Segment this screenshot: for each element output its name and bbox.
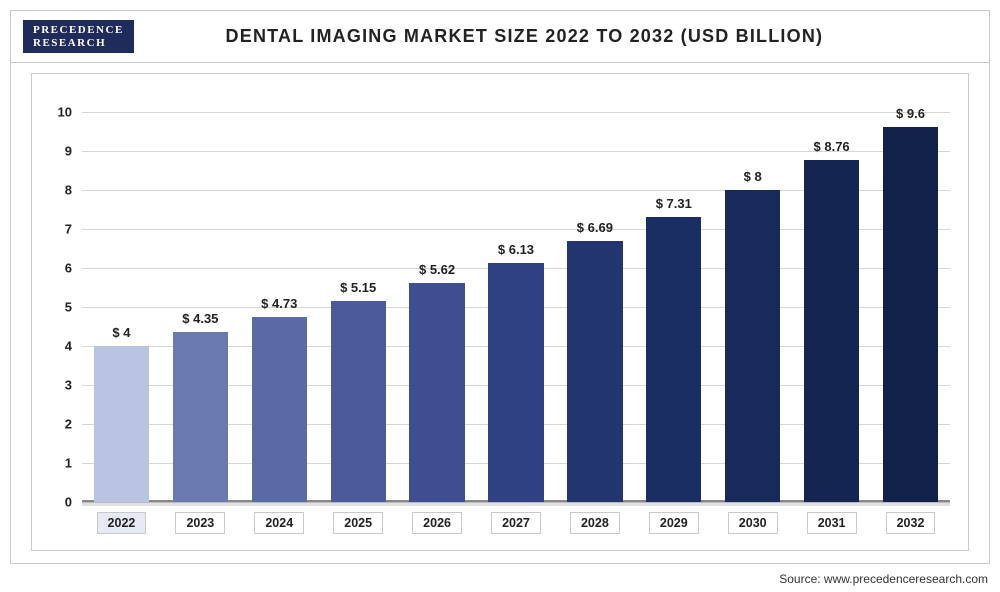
logo-line2: RESEARCH <box>33 37 124 50</box>
bar: $ 4.73 <box>252 317 307 502</box>
bar-slot: $ 4.35 <box>161 92 240 502</box>
x-tick-label: 2024 <box>254 512 304 534</box>
bar: $ 9.6 <box>883 127 938 502</box>
x-tick-label: 2022 <box>97 512 147 534</box>
x-label-slot: 2025 <box>319 512 398 534</box>
y-tick-label: 0 <box>32 495 72 510</box>
x-label-slot: 2024 <box>240 512 319 534</box>
x-labels-container: 2022 2023 2024 2025 2026 2027 2028 2029 2030 2031… <box>82 502 950 550</box>
x-label-slot: 2031 <box>792 512 871 534</box>
bar: $ 6.13 <box>488 263 543 502</box>
y-tick-label: 2 <box>32 416 72 431</box>
bar-slot: $ 4 <box>82 92 161 502</box>
y-tick-label: 9 <box>32 143 72 158</box>
x-tick-label: 2031 <box>807 512 857 534</box>
bar-slot: $ 9.6 <box>871 92 950 502</box>
bars-container: $ 4 $ 4.35 $ 4.73 $ 5.15 $ 5.62 $ 6.13 $ 6.69 $… <box>82 92 950 502</box>
bar-slot: $ 6.13 <box>477 92 556 502</box>
bar: $ 5.15 <box>331 301 386 502</box>
bar-slot: $ 5.15 <box>319 92 398 502</box>
header-row: PRECEDENCE RESEARCH DENTAL IMAGING MARKE… <box>11 11 989 63</box>
bar: $ 4 <box>94 346 149 502</box>
y-tick-label: 6 <box>32 260 72 275</box>
x-tick-label: 2026 <box>412 512 462 534</box>
bar: $ 5.62 <box>409 283 464 502</box>
x-tick-label: 2030 <box>728 512 778 534</box>
x-tick-label: 2028 <box>570 512 620 534</box>
x-label-slot: 2022 <box>82 512 161 534</box>
x-tick-label: 2025 <box>333 512 383 534</box>
bar-value-label: $ 5.62 <box>419 262 455 277</box>
y-tick-label: 10 <box>32 104 72 119</box>
x-label-slot: 2028 <box>555 512 634 534</box>
bar-value-label: $ 5.15 <box>340 280 376 295</box>
x-label-slot: 2029 <box>634 512 713 534</box>
y-tick-label: 4 <box>32 338 72 353</box>
bar-value-label: $ 4 <box>112 325 130 340</box>
chart-frame: PRECEDENCE RESEARCH DENTAL IMAGING MARKE… <box>10 10 990 564</box>
plot-wrapper: $ 4 $ 4.35 $ 4.73 $ 5.15 $ 5.62 $ 6.13 $ 6.69 $… <box>31 73 969 551</box>
bar-value-label: $ 6.69 <box>577 220 613 235</box>
y-tick-label: 1 <box>32 455 72 470</box>
bar-value-label: $ 9.6 <box>896 106 925 121</box>
bar-slot: $ 8.76 <box>792 92 871 502</box>
y-tick-label: 8 <box>32 182 72 197</box>
x-label-slot: 2023 <box>161 512 240 534</box>
bar: $ 4.35 <box>173 332 228 502</box>
bar-value-label: $ 4.73 <box>261 296 297 311</box>
x-label-slot: 2032 <box>871 512 950 534</box>
bar-slot: $ 8 <box>713 92 792 502</box>
y-tick-label: 3 <box>32 377 72 392</box>
bar-slot: $ 5.62 <box>398 92 477 502</box>
bar: $ 8 <box>725 190 780 502</box>
bar-value-label: $ 7.31 <box>656 196 692 211</box>
x-label-slot: 2030 <box>713 512 792 534</box>
x-label-slot: 2027 <box>477 512 556 534</box>
bar: $ 6.69 <box>567 241 622 502</box>
bar: $ 8.76 <box>804 160 859 502</box>
bar: $ 7.31 <box>646 217 701 502</box>
chart-title: DENTAL IMAGING MARKET SIZE 2022 TO 2032 … <box>152 26 977 47</box>
x-tick-label: 2027 <box>491 512 541 534</box>
bar-value-label: $ 8 <box>744 169 762 184</box>
y-tick-label: 7 <box>32 221 72 236</box>
bar-slot: $ 7.31 <box>634 92 713 502</box>
x-tick-label: 2032 <box>886 512 936 534</box>
x-tick-label: 2029 <box>649 512 699 534</box>
bar-slot: $ 4.73 <box>240 92 319 502</box>
bar-slot: $ 6.69 <box>555 92 634 502</box>
x-label-slot: 2026 <box>398 512 477 534</box>
x-tick-label: 2023 <box>175 512 225 534</box>
bar-value-label: $ 8.76 <box>814 139 850 154</box>
source-attribution: Source: www.precedenceresearch.com <box>779 572 988 586</box>
bar-value-label: $ 4.35 <box>182 311 218 326</box>
y-tick-label: 5 <box>32 299 72 314</box>
logo-line1: PRECEDENCE <box>33 24 124 37</box>
bar-value-label: $ 6.13 <box>498 242 534 257</box>
brand-logo: PRECEDENCE RESEARCH <box>23 20 134 53</box>
